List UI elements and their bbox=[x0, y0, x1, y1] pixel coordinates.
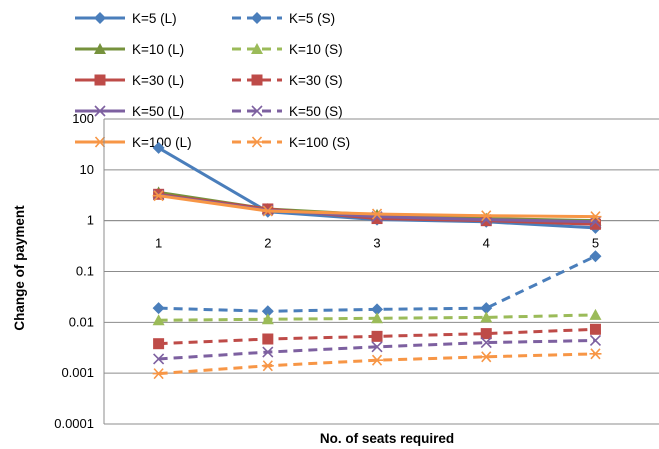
data-point bbox=[589, 323, 601, 335]
data-point bbox=[153, 338, 165, 350]
series-k-10-s bbox=[152, 308, 602, 326]
y-tick-label: 10 bbox=[80, 162, 94, 177]
legend-label: K=10 (S) bbox=[289, 42, 343, 57]
x-axis: 1 2 3 4 5 bbox=[104, 220, 659, 251]
legend-item: K=10 (L) bbox=[75, 42, 184, 57]
data-point bbox=[371, 303, 384, 316]
y-axis-title: Change of payment bbox=[12, 205, 27, 331]
data-point bbox=[262, 333, 274, 345]
data-point bbox=[261, 313, 274, 325]
legend-marker bbox=[251, 74, 263, 86]
legend-label: K=50 (S) bbox=[289, 104, 343, 119]
data-point bbox=[480, 351, 493, 363]
data-point bbox=[480, 302, 493, 315]
data-point bbox=[589, 334, 602, 347]
legend-marker bbox=[94, 12, 106, 24]
series-line bbox=[158, 193, 596, 224]
data-point bbox=[371, 354, 384, 366]
data-point bbox=[589, 216, 602, 228]
legend-item: K=5 (S) bbox=[232, 11, 335, 26]
x-tick-label: 2 bbox=[264, 236, 271, 251]
data-point bbox=[589, 218, 601, 230]
legend-item: K=10 (S) bbox=[232, 42, 343, 57]
series-k-100-l bbox=[152, 190, 602, 223]
legend-label: K=5 (L) bbox=[132, 11, 177, 26]
legend-label: K=10 (L) bbox=[132, 42, 184, 57]
legend-marker bbox=[251, 43, 263, 54]
data-point bbox=[480, 328, 492, 340]
legend: K=5 (L) K=5 (S) K=10 (L) K=10 (S) K=30 (L) K=… bbox=[75, 11, 350, 150]
y-tick-label: 0.0001 bbox=[54, 416, 94, 431]
legend-marker bbox=[251, 136, 263, 148]
x-tick-label: 5 bbox=[592, 236, 599, 251]
data-point bbox=[589, 308, 602, 320]
y-tick-label: 0.001 bbox=[61, 365, 94, 380]
data-point bbox=[589, 211, 602, 223]
series-k-5-s bbox=[152, 250, 602, 318]
legend-marker bbox=[94, 43, 106, 54]
data-point bbox=[480, 336, 492, 349]
legend-item: K=50 (L) bbox=[75, 104, 184, 119]
data-point bbox=[371, 213, 383, 225]
data-point bbox=[480, 311, 493, 323]
x-axis-title: No. of seats required bbox=[320, 431, 454, 446]
data-point bbox=[589, 348, 602, 360]
legend-marker bbox=[251, 105, 263, 117]
data-point bbox=[371, 341, 383, 353]
data-point bbox=[152, 190, 165, 202]
y-tick-label: 0.1 bbox=[76, 264, 94, 279]
legend-label: K=50 (L) bbox=[132, 104, 184, 119]
data-point bbox=[480, 210, 493, 222]
y-tick-label: 0.01 bbox=[69, 314, 94, 329]
legend-marker bbox=[94, 105, 106, 117]
series-k-100-s bbox=[152, 348, 602, 380]
legend-label: K=100 (S) bbox=[289, 135, 350, 150]
y-axis: 0.0001 0.001 0.01 0.1 1 10 100 bbox=[54, 111, 94, 431]
data-point bbox=[152, 141, 165, 154]
data-point bbox=[589, 250, 602, 263]
data-point bbox=[261, 305, 274, 318]
legend-item: K=30 (S) bbox=[232, 73, 343, 88]
series-line bbox=[158, 254, 597, 313]
legend-label: K=100 (L) bbox=[132, 135, 192, 150]
series-k-30-s bbox=[153, 323, 601, 350]
data-point bbox=[152, 314, 165, 326]
legend-item: K=50 (S) bbox=[232, 104, 343, 119]
x-tick-label: 3 bbox=[373, 236, 380, 251]
data-point bbox=[371, 330, 383, 342]
y-tick-label: 100 bbox=[72, 111, 94, 126]
data-point bbox=[371, 208, 384, 220]
series-k-50-s bbox=[153, 334, 602, 365]
legend-item: K=30 (L) bbox=[75, 73, 184, 88]
legend-label: K=30 (S) bbox=[289, 73, 343, 88]
data-point bbox=[153, 353, 165, 365]
y-tick-label: 1 bbox=[87, 213, 94, 228]
data-point bbox=[262, 346, 274, 358]
x-tick-label: 4 bbox=[483, 236, 490, 251]
data-point bbox=[261, 205, 274, 217]
legend-marker bbox=[94, 74, 106, 86]
data-point bbox=[261, 360, 274, 372]
x-tick-label: 1 bbox=[155, 236, 162, 251]
legend-marker bbox=[251, 12, 263, 24]
legend-item: K=5 (L) bbox=[75, 11, 177, 26]
data-point bbox=[152, 368, 165, 380]
legend-item: K=100 (L) bbox=[75, 135, 192, 150]
data-point bbox=[371, 312, 384, 324]
legend-label: K=5 (S) bbox=[289, 11, 335, 26]
legend-label: K=30 (L) bbox=[132, 73, 184, 88]
series-line bbox=[158, 338, 596, 361]
plot-area bbox=[152, 141, 602, 380]
series-line bbox=[158, 352, 596, 376]
data-point bbox=[152, 302, 165, 315]
legend-item: K=100 (S) bbox=[232, 135, 350, 150]
